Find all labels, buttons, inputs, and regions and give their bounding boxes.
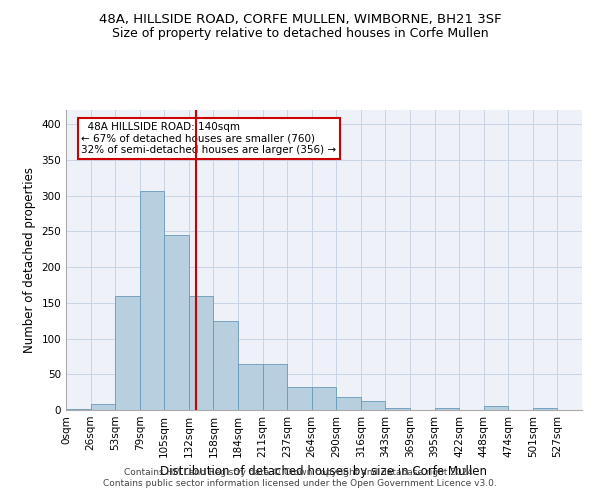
Bar (434, 408, 459, 410)
Bar (91, 404, 115, 410)
Bar (312, 387, 336, 410)
Bar (115, 296, 140, 410)
Text: 48A HILLSIDE ROAD: 140sqm  
← 67% of detached houses are smaller (760)
32% of se: 48A HILLSIDE ROAD: 140sqm ← 67% of detac… (82, 122, 337, 155)
Bar (287, 387, 312, 410)
Bar (238, 364, 263, 410)
Bar (336, 397, 361, 410)
Bar (263, 364, 287, 410)
Bar (140, 190, 164, 410)
Text: Size of property relative to detached houses in Corfe Mullen: Size of property relative to detached ho… (112, 28, 488, 40)
Text: 48A, HILLSIDE ROAD, CORFE MULLEN, WIMBORNE, BH21 3SF: 48A, HILLSIDE ROAD, CORFE MULLEN, WIMBOR… (98, 12, 502, 26)
Y-axis label: Number of detached properties: Number of detached properties (23, 167, 36, 353)
Bar (533, 408, 557, 410)
Bar (361, 402, 385, 410)
Text: Contains HM Land Registry data © Crown copyright and database right 2024.
Contai: Contains HM Land Registry data © Crown c… (103, 468, 497, 487)
X-axis label: Distribution of detached houses by size in Corfe Mullen: Distribution of detached houses by size … (161, 466, 487, 478)
Bar (385, 408, 410, 410)
Bar (164, 235, 189, 410)
Bar (66, 408, 91, 410)
Bar (214, 320, 238, 410)
Bar (189, 296, 214, 410)
Bar (484, 406, 508, 410)
